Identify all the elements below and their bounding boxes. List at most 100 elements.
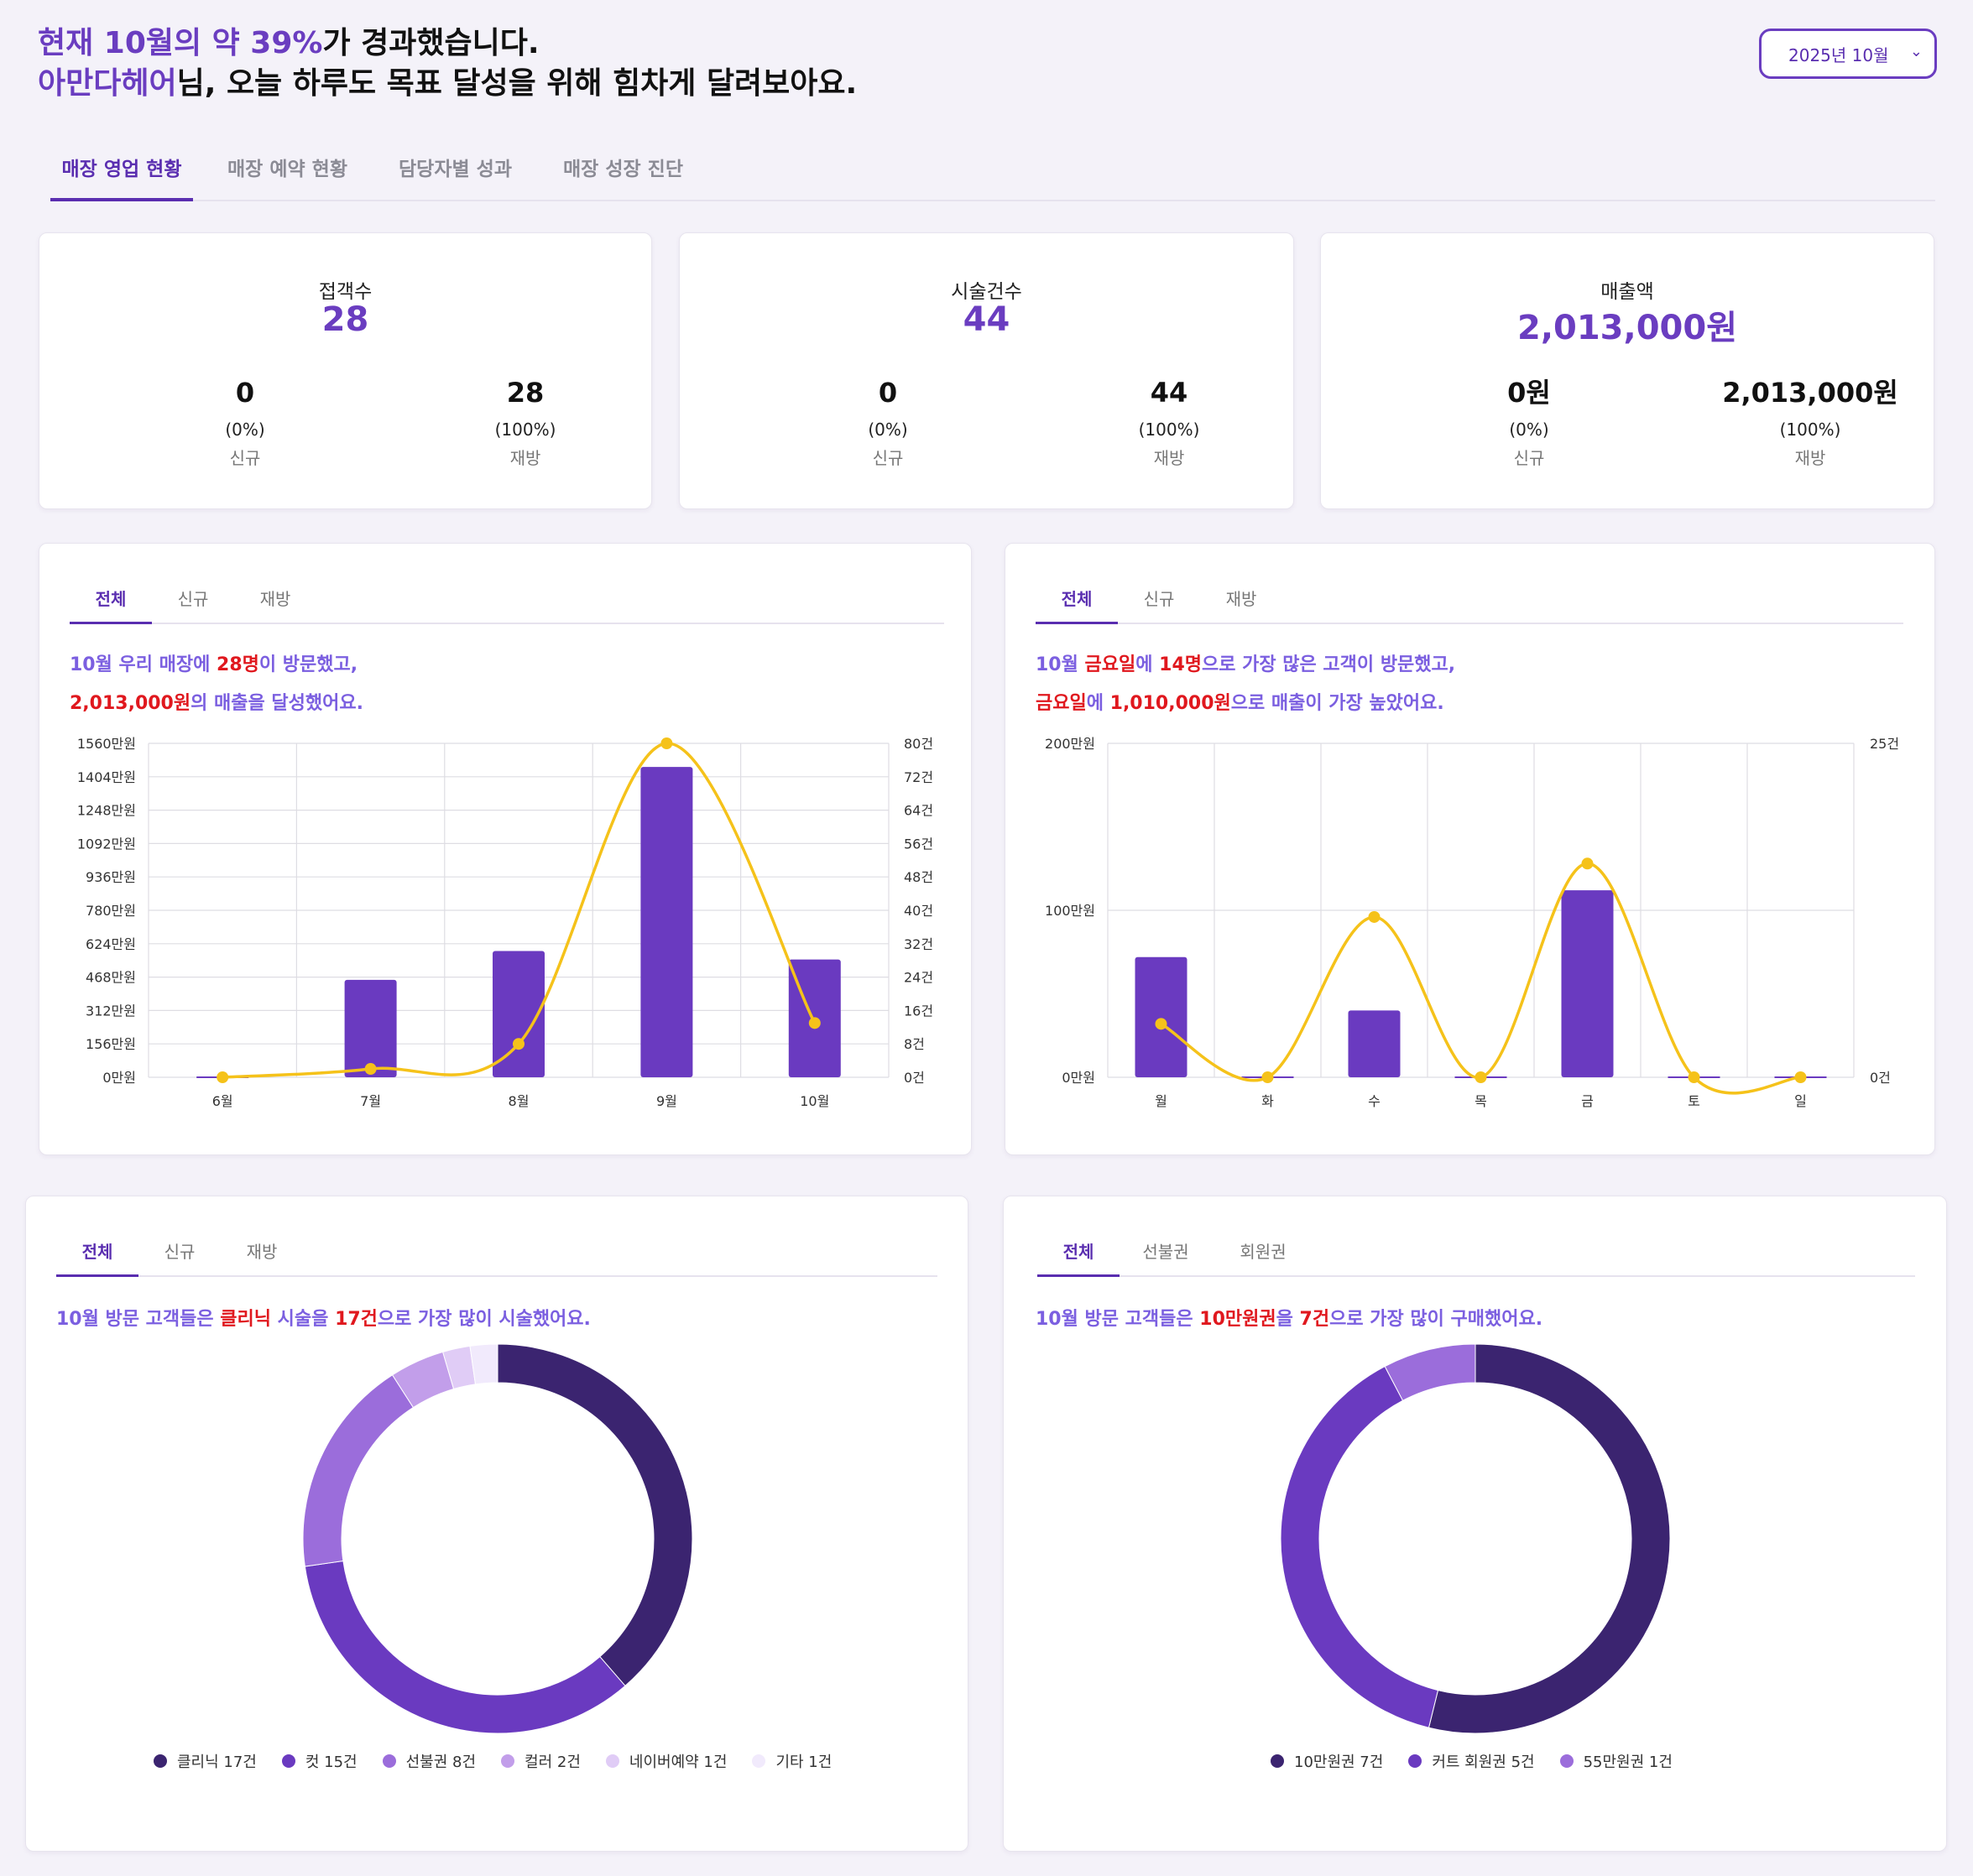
legend-item[interactable]: 컬러 2건 (501, 1750, 581, 1772)
weekday-desc-line-1: 10월 금요일에 14명으로 가장 많은 고객이 방문했고, (1036, 654, 1456, 675)
ticket-donut-chart (1280, 1343, 1671, 1734)
donut-slice-1 (304, 1560, 626, 1734)
legend-dot (605, 1754, 619, 1768)
legend-dot (154, 1754, 167, 1768)
visits-point-토 (1688, 1071, 1700, 1083)
greeting-line-1: 현재 10월의 약 39%가 경과했습니다. (38, 26, 540, 60)
weekday-combo-chart: 200만원 100만원 0만원 25건 0건월 화 수 목 금 토 일 (1045, 736, 1899, 1109)
tab-prepaid[interactable]: 선불권 (1142, 1242, 1189, 1262)
tab-all[interactable]: 전체 (1036, 586, 1118, 624)
stat-return: 28 (100%) 재방 (416, 376, 634, 469)
legend-dot (752, 1754, 766, 1768)
bar-7월 (344, 979, 397, 1077)
legend-label: 선불권 8건 (405, 1754, 477, 1771)
legend-label: 기타 1건 (775, 1754, 833, 1771)
tab-staff-performance[interactable]: 담당자별 성과 (399, 159, 512, 180)
bar-수 (1348, 1010, 1401, 1077)
tab-return[interactable]: 재방 (259, 589, 291, 609)
y-left-tick-label: 468만원 (86, 970, 136, 986)
visits-point-7월 (364, 1063, 377, 1076)
visits-line (1160, 862, 1801, 1095)
x-tick-label: 9월 (656, 1093, 677, 1109)
y-right-tick-label: 56건 (904, 836, 933, 852)
ticket-donut-card: 전체 선불권 회원권 10월 방문 고객들은 10만원권을 7건으로 가장 많이… (1003, 1196, 1947, 1852)
y-right-tick-label: 48건 (904, 869, 933, 885)
tab-all[interactable]: 전체 (56, 1238, 138, 1277)
y-right-tick-label: 8건 (904, 1036, 925, 1052)
tab-new[interactable]: 신규 (1143, 589, 1175, 609)
monthly-chart-card: 전체 신규 재방 10월 우리 매장에 28명이 방문했고, 2,013,000… (39, 543, 972, 1155)
y-left-tick-label: 1092만원 (77, 836, 136, 852)
legend-item[interactable]: 선불권 8건 (382, 1750, 477, 1772)
stat-return-pct: (100%) (1138, 419, 1200, 440)
stat-value: 44 (963, 300, 1010, 339)
x-tick-label: 목 (1475, 1093, 1487, 1109)
legend-item[interactable]: 클리닉 17건 (154, 1750, 257, 1772)
x-tick-label: 일 (1794, 1093, 1807, 1109)
tab-membership[interactable]: 회원권 (1240, 1242, 1287, 1262)
stat-new-pct: (0%) (868, 419, 908, 440)
stat-new-label: 신규 (229, 448, 261, 468)
legend-label: 컬러 2건 (525, 1754, 581, 1771)
stat-new-pct: (0%) (225, 419, 265, 440)
legend-item[interactable]: 기타 1건 (752, 1750, 832, 1772)
bar-9월 (640, 767, 693, 1077)
stat-title: 접객수 (318, 281, 373, 303)
stat-return-label: 재방 (509, 448, 541, 468)
tab-growth-diagnosis[interactable]: 매장 성장 진단 (563, 159, 683, 180)
weekday-desc-line-2: 금요일에 1,010,000원으로 매출이 가장 높았어요. (1036, 693, 1444, 714)
tab-new[interactable]: 신규 (164, 1242, 196, 1262)
tab-return[interactable]: 재방 (246, 1242, 278, 1262)
y-right-tick-label: 0건 (1870, 1070, 1891, 1086)
x-tick-label: 7월 (360, 1093, 381, 1109)
legend-dot (281, 1754, 295, 1768)
legend-label: 커트 회원권 5건 (1432, 1754, 1535, 1771)
tab-store-reservations[interactable]: 매장 예약 현황 (227, 159, 347, 180)
y-left-tick-label: 312만원 (86, 1003, 136, 1019)
visits-point-금 (1581, 857, 1594, 870)
donut-slice-2 (1384, 1343, 1476, 1401)
visits-point-목 (1475, 1071, 1487, 1083)
donut-slice-5 (469, 1343, 498, 1385)
service-sub-tabs: 전체 신규 재방 (56, 1218, 937, 1277)
tab-store-sales[interactable]: 매장 영업 현황 (50, 153, 193, 201)
legend-label: 컷 15건 (305, 1754, 358, 1771)
y-right-tick-label: 64건 (904, 803, 933, 819)
stat-return-label: 재방 (1794, 448, 1826, 468)
stat-return-pct: (100%) (494, 419, 556, 440)
tab-return[interactable]: 재방 (1225, 589, 1257, 609)
legend-item[interactable]: 커트 회원권 5건 (1408, 1750, 1535, 1772)
greeting: 현재 10월의 약 39%가 경과했습니다. 아만다헤어님, 오늘 하루도 목표… (38, 23, 857, 104)
weekday-chart-card: 전체 신규 재방 10월 금요일에 14명으로 가장 많은 고객이 방문했고, … (1005, 543, 1935, 1155)
legend-dot (382, 1754, 396, 1768)
legend-item[interactable]: 컷 15건 (281, 1750, 358, 1772)
donut-slice-0 (497, 1343, 693, 1687)
legend-item[interactable]: 네이버예약 1건 (605, 1750, 727, 1772)
y-left-tick-label: 1404만원 (77, 769, 136, 785)
stat-card-services: 시술건수 44 0 (0%) 신규 44 (100%) 재방 (679, 232, 1294, 509)
legend-dot (1271, 1754, 1284, 1768)
month-select[interactable]: 2025년 10월 ⌄ (1759, 29, 1937, 79)
tab-new[interactable]: 신규 (177, 589, 209, 609)
legend-item[interactable]: 55만원권 1건 (1559, 1750, 1673, 1772)
donut-slice-0 (1428, 1343, 1671, 1734)
service-donut-chart (302, 1343, 693, 1734)
y-right-tick-label: 25건 (1870, 736, 1899, 752)
y-right-tick-label: 32건 (904, 936, 933, 952)
service-donut-card: 전체 신규 재방 10월 방문 고객들은 클리닉 시술을 17건으로 가장 많이… (25, 1196, 968, 1852)
legend-item[interactable]: 10만원권 7건 (1271, 1750, 1383, 1772)
tab-all[interactable]: 전체 (70, 586, 152, 624)
tab-all[interactable]: 전체 (1037, 1238, 1120, 1277)
x-tick-label: 10월 (800, 1093, 829, 1109)
y-left-tick-label: 200만원 (1045, 736, 1095, 752)
y-right-tick-label: 40건 (904, 903, 933, 919)
stat-return-label: 재방 (1153, 448, 1185, 468)
visits-line (222, 742, 817, 1079)
legend-label: 클리닉 17건 (177, 1754, 257, 1771)
visits-point-10월 (808, 1017, 821, 1029)
visits-point-일 (1794, 1071, 1807, 1083)
y-right-tick-label: 80건 (904, 736, 933, 752)
ticket-sub-tabs: 전체 선불권 회원권 (1037, 1218, 1915, 1277)
ticket-desc: 10월 방문 고객들은 10만원권을 7건으로 가장 많이 구매했어요. (1036, 1309, 1543, 1330)
stat-card-revenue: 매출액 2,013,000원 0원 (0%) 신규 2,013,000원 (10… (1320, 232, 1934, 509)
